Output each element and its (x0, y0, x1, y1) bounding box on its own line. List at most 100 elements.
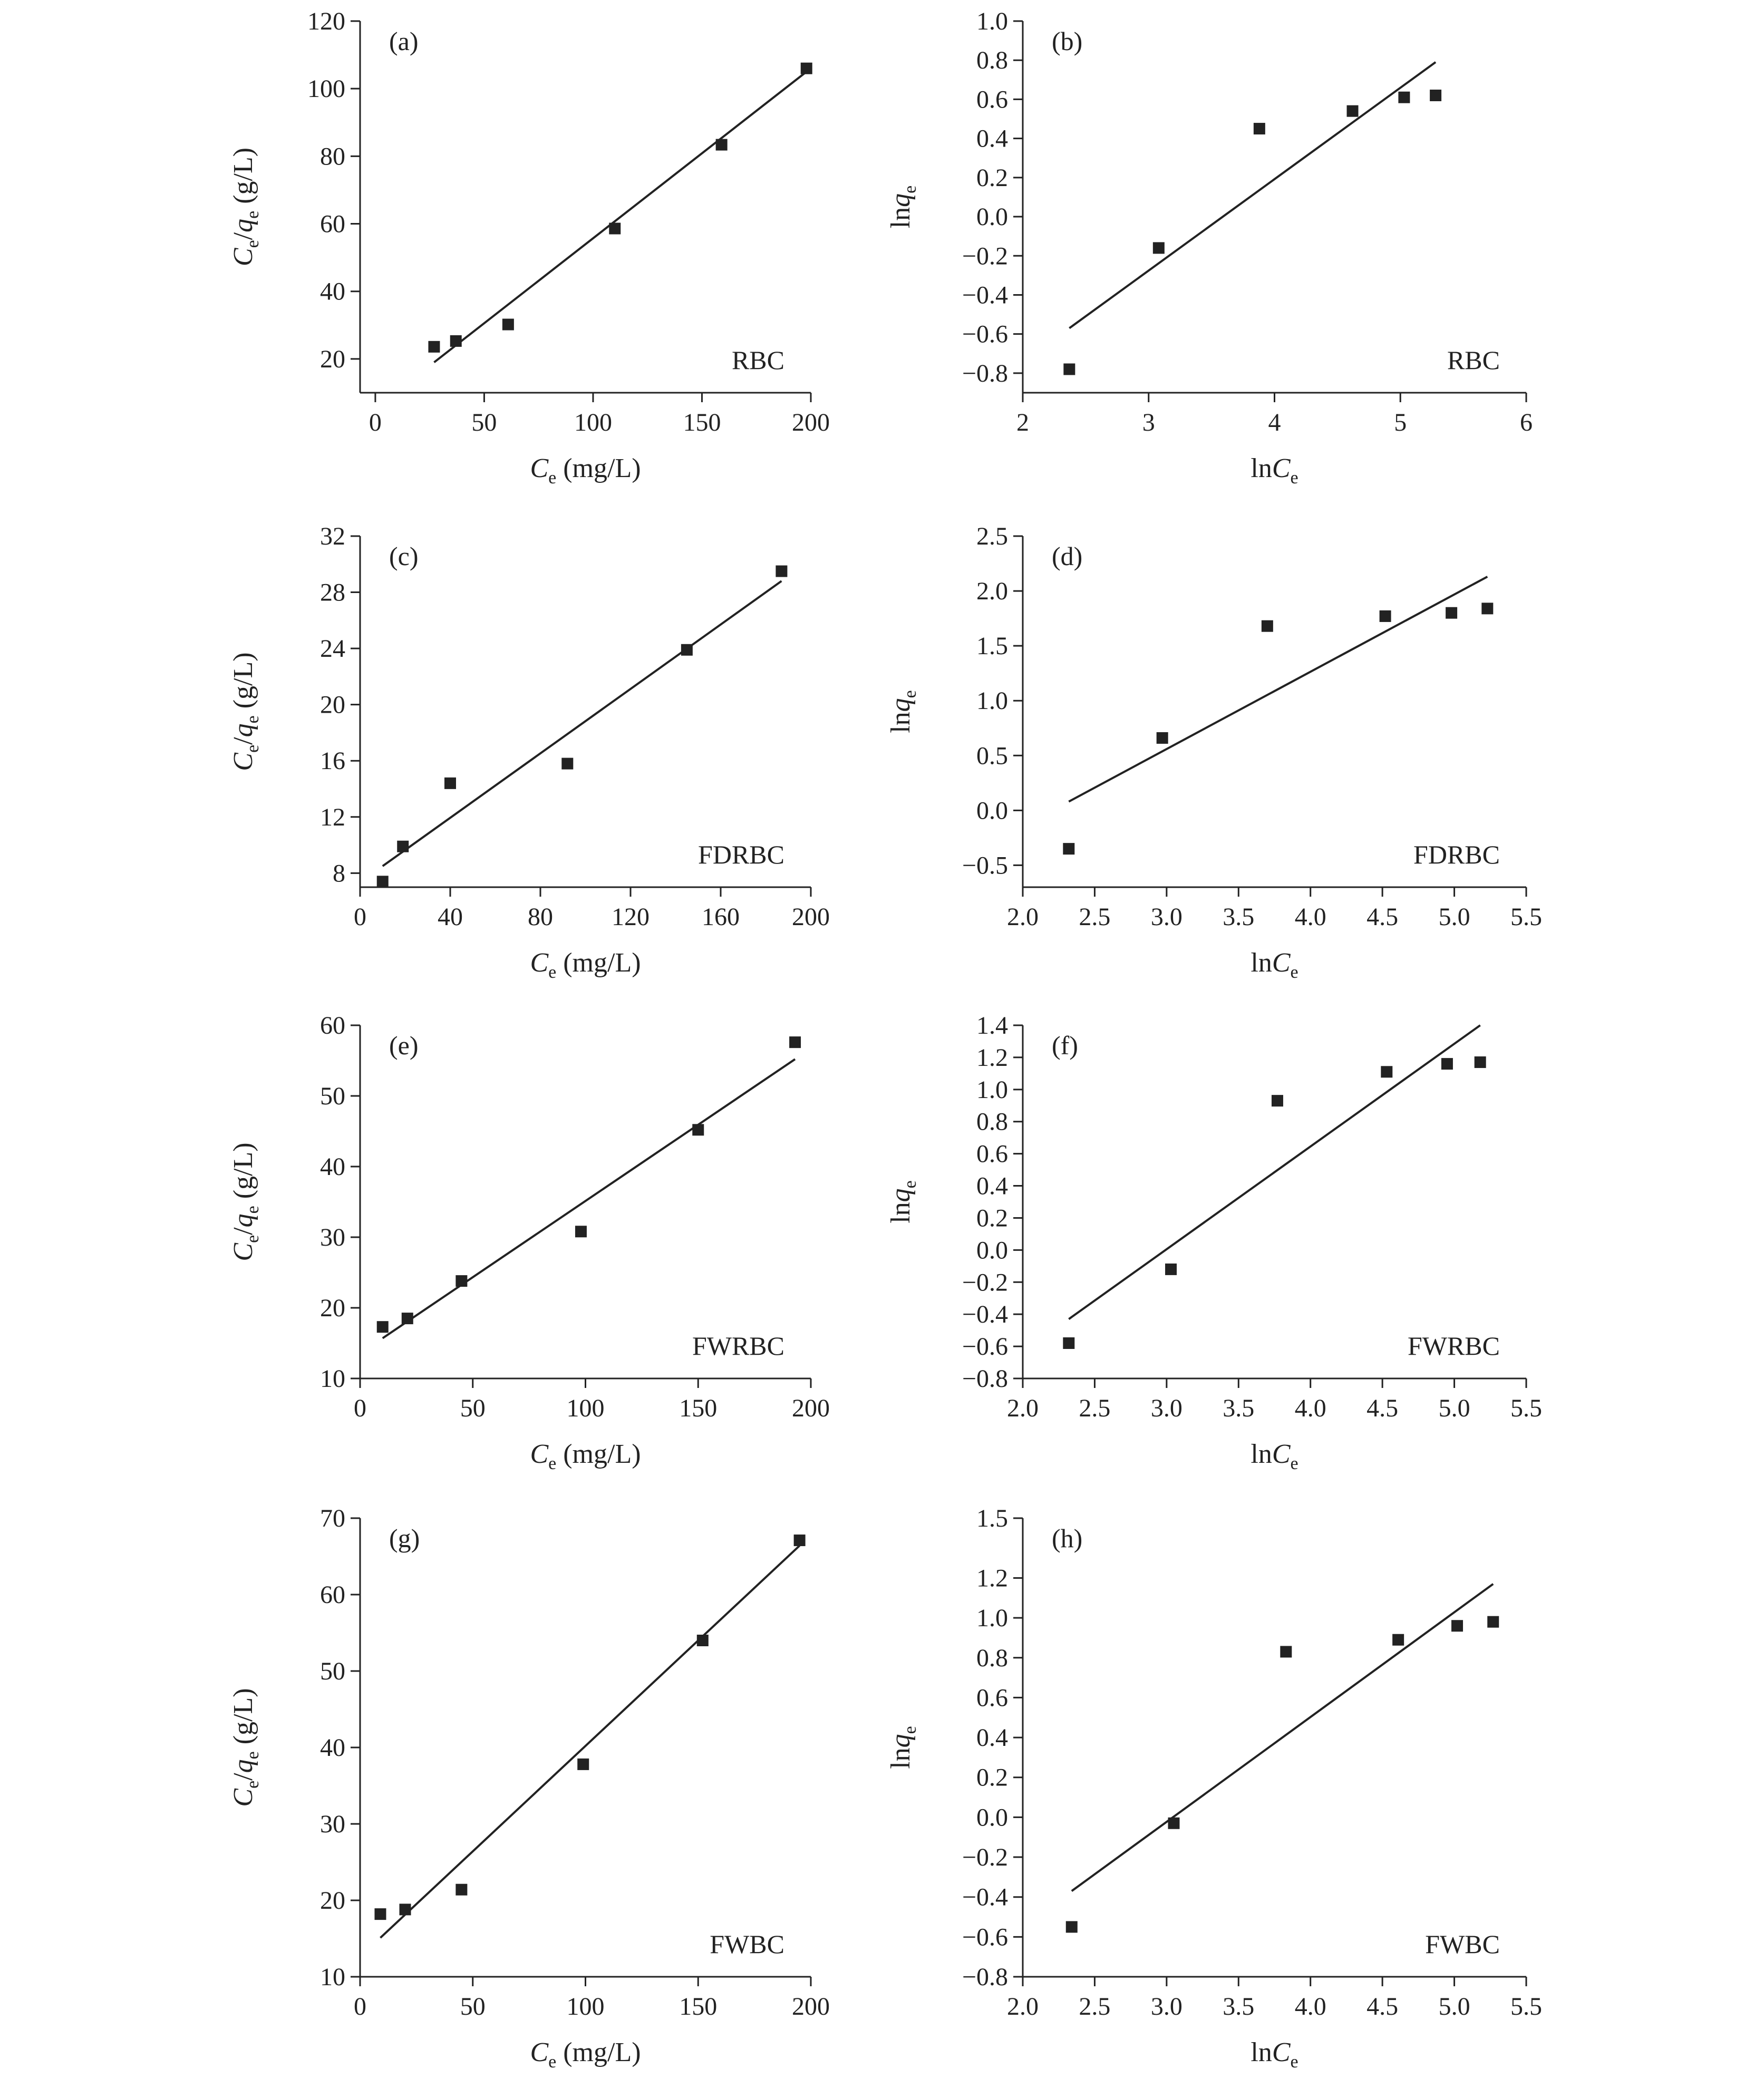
y-tick-label: 1.0 (976, 1604, 1008, 1632)
y-tick-label: 60 (320, 1581, 345, 1609)
x-tick-label: 4.0 (1295, 1993, 1326, 2021)
x-tick-label: 100 (567, 1394, 605, 1422)
data-point (681, 644, 693, 656)
fit-line (382, 1058, 796, 1339)
data-point (1253, 123, 1265, 135)
chart-panel-b: −0.8 −0.6 −0.4 −0.2 0.0 0.2 0.4 0.6 0.8 1.0 2 3 4 5 6 (… (886, 7, 1533, 488)
y-axis-title: lnqe (886, 1726, 920, 1769)
y-tick-label: −0.6 (962, 1333, 1008, 1361)
y-tick-label: −0.2 (962, 1268, 1008, 1296)
x-tick-label: 5.5 (1510, 1394, 1542, 1422)
data-point (800, 62, 812, 74)
y-tick-label: 0.2 (976, 1764, 1008, 1792)
y-tick-label: 0.6 (976, 1684, 1008, 1712)
x-tick-label: 150 (683, 409, 721, 436)
y-axis-title: lnqe (886, 1180, 920, 1223)
data-point (789, 1036, 801, 1048)
y-tick-label: −0.8 (962, 1365, 1008, 1393)
x-tick-label: 100 (574, 409, 612, 436)
y-axis-title: Ce/qe (g/L) (228, 1688, 263, 1807)
x-axis-title: lnCe (1251, 1439, 1298, 1473)
data-point (609, 222, 621, 235)
x-tick-label: 3.5 (1223, 1993, 1254, 2021)
x-tick-label: 4.5 (1366, 903, 1398, 931)
x-tick-label: 5.0 (1439, 1394, 1470, 1422)
data-point (1271, 1095, 1283, 1107)
x-tick-label: 5.0 (1439, 1993, 1470, 2021)
sample-label: FDRBC (1413, 840, 1500, 869)
sample-label: RBC (732, 345, 784, 375)
x-tick-label: 0 (369, 409, 382, 436)
data-point (1379, 610, 1391, 622)
chart-panel-d: −0.5 0.0 0.5 1.0 1.5 2.0 2.5 2.0 2.5 3.0 3.5 4.0 4.5… (886, 522, 1542, 982)
data-point (455, 1275, 468, 1287)
data-point (1441, 1058, 1453, 1070)
y-tick-label: 12 (320, 803, 345, 831)
data-point (1280, 1646, 1292, 1658)
y-tick-label: 70 (320, 1504, 345, 1532)
y-axis-title: Ce/qe (g/L) (228, 1142, 263, 1261)
data-point (577, 1758, 589, 1770)
y-tick-label: 20 (320, 345, 345, 373)
x-tick-label: 50 (460, 1394, 486, 1422)
x-tick-label: 200 (792, 1993, 830, 2021)
x-tick-label: 160 (702, 903, 740, 931)
x-tick-label: 0 (354, 1993, 366, 2021)
y-tick-label: 1.0 (976, 1076, 1008, 1104)
y-tick-label: −0.4 (962, 1300, 1008, 1328)
x-tick-label: 3.5 (1223, 1394, 1254, 1422)
y-tick-label: 0.8 (976, 1644, 1008, 1672)
y-tick-label: 1.2 (976, 1564, 1008, 1592)
sample-label: FDRBC (698, 840, 784, 869)
data-point (1165, 1263, 1177, 1275)
x-tick-label: 2.0 (1007, 1394, 1039, 1422)
x-axis-title: lnCe (1251, 2037, 1298, 2072)
sample-label: RBC (1447, 345, 1500, 375)
data-point (1065, 1921, 1078, 1933)
y-tick-label: 0.0 (976, 1803, 1008, 1831)
fit-line (382, 580, 782, 867)
data-point (1156, 732, 1168, 744)
data-point (575, 1226, 587, 1238)
data-point (1474, 1056, 1486, 1069)
y-tick-label: 10 (320, 1365, 345, 1393)
fit-line (1069, 61, 1437, 329)
y-tick-label: −0.4 (962, 281, 1008, 309)
y-tick-label: −0.8 (962, 1963, 1008, 1991)
data-point (401, 1313, 413, 1325)
x-tick-label: 2.5 (1079, 1993, 1110, 2021)
x-tick-label: 4.0 (1295, 1394, 1326, 1422)
data-point (428, 341, 440, 353)
x-tick-label: 40 (438, 903, 463, 931)
chart-panel-g: 10 20 30 40 50 60 70 0 50 100 150 200 (g) FWBC Ce (mg/… (228, 1504, 830, 2072)
y-tick-label: −0.6 (962, 1923, 1008, 1951)
data-point (692, 1124, 704, 1136)
y-tick-label: 0.2 (976, 1204, 1008, 1232)
x-tick-label: 5 (1394, 409, 1407, 436)
y-tick-label: 2.5 (976, 522, 1008, 550)
y-tick-label: 1.5 (976, 1504, 1008, 1532)
y-tick-label: −0.2 (962, 242, 1008, 270)
data-point (1430, 90, 1442, 101)
y-tick-label: 0.0 (976, 203, 1008, 231)
y-tick-label: 40 (320, 1734, 345, 1762)
y-tick-label: 40 (320, 1153, 345, 1181)
data-point (696, 1635, 709, 1646)
y-tick-label: 20 (320, 1887, 345, 1915)
x-tick-label: 3.0 (1151, 1394, 1183, 1422)
y-tick-label: 60 (320, 210, 345, 238)
data-point (376, 876, 389, 888)
x-tick-label: 0 (354, 1394, 366, 1422)
panel-label: (e) (389, 1031, 419, 1060)
data-point (1481, 603, 1494, 615)
x-tick-label: 2.5 (1079, 1394, 1110, 1422)
data-point (1392, 1634, 1404, 1646)
y-tick-label: 0.6 (976, 1140, 1008, 1168)
x-axis-title: lnCe (1251, 948, 1298, 982)
x-axis-title: Ce (mg/L) (530, 1439, 641, 1473)
x-tick-label: 150 (679, 1993, 717, 2021)
y-tick-label: 28 (320, 579, 345, 607)
data-point (1398, 91, 1410, 103)
y-tick-label: 60 (320, 1012, 345, 1040)
panel-label: (a) (389, 26, 419, 56)
